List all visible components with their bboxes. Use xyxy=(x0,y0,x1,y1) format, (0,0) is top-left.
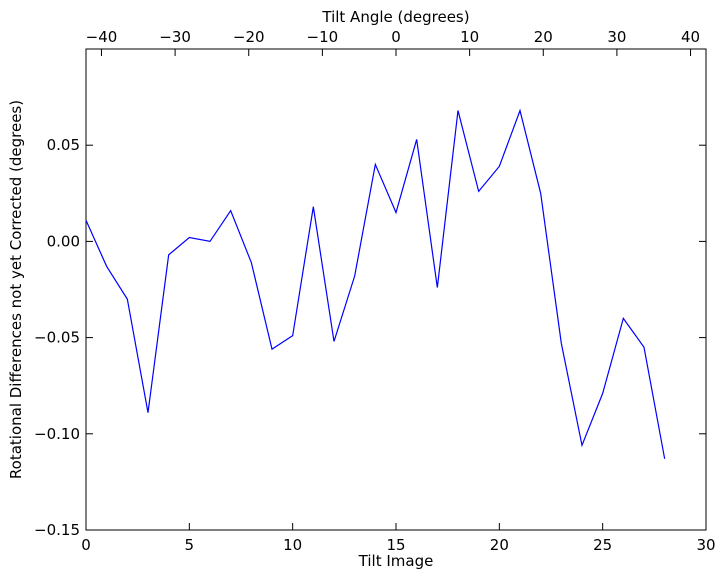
series-line xyxy=(85,108,666,459)
x-tick-label: 5 xyxy=(185,536,195,554)
bottom-x-axis: 0 5 10 15 20 25 30 xyxy=(81,523,716,554)
top-x-axis: −40 −30 −20 −10 0 10 20 30 40 xyxy=(86,28,700,56)
top-x-tick-label: 40 xyxy=(681,28,700,46)
top-x-tick-label: −40 xyxy=(86,28,118,46)
top-x-tick-label: 10 xyxy=(460,28,479,46)
top-x-axis-label: Tilt Angle (degrees) xyxy=(321,8,469,26)
top-x-tick-label: 30 xyxy=(607,28,626,46)
top-x-tick-label: 0 xyxy=(391,28,401,46)
y-tick-label: 0.00 xyxy=(47,232,80,250)
y-axis: −0.15 −0.10 −0.05 0.00 0.05 xyxy=(34,136,706,539)
x-tick-label: 0 xyxy=(81,536,91,554)
top-x-tick-label: 20 xyxy=(534,28,553,46)
top-x-tick-label: −10 xyxy=(307,28,339,46)
series-group xyxy=(85,108,666,459)
x-tick-label: 25 xyxy=(593,536,612,554)
y-axis-label: Rotational Differences not yet Corrected… xyxy=(7,100,25,479)
x-tick-label: 20 xyxy=(490,536,509,554)
x-axis-label: Tilt Image xyxy=(358,552,434,570)
y-tick-label: 0.05 xyxy=(47,136,80,154)
x-tick-label: 10 xyxy=(283,536,302,554)
y-tick-label: −0.15 xyxy=(34,521,80,539)
plot-frame xyxy=(85,48,707,531)
x-tick-label: 15 xyxy=(386,536,405,554)
top-x-tick-label: −20 xyxy=(233,28,265,46)
top-x-tick-label: −30 xyxy=(159,28,191,46)
x-tick-label: 30 xyxy=(696,536,715,554)
y-tick-label: −0.10 xyxy=(34,425,80,443)
plot-area xyxy=(85,48,707,531)
y-tick-label: −0.05 xyxy=(34,329,80,347)
